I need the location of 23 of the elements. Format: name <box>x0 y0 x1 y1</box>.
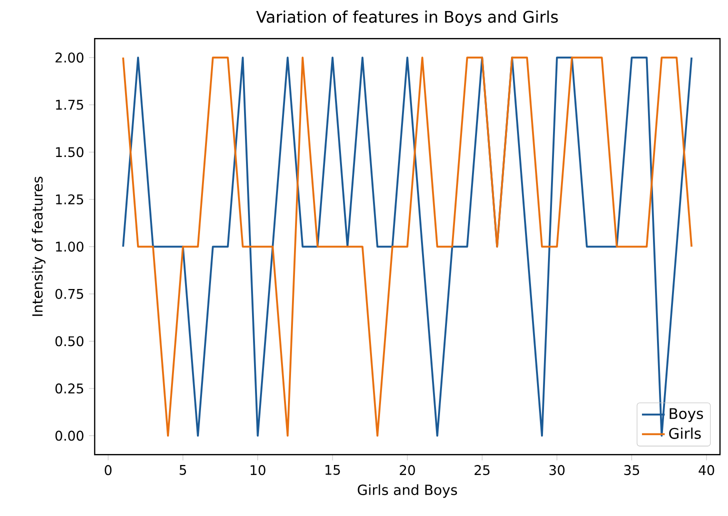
x-tick-label: 10 <box>250 465 266 476</box>
y-tick-label: 0.50 <box>55 336 84 346</box>
chart-title: Variation of features in Boys and Girls <box>256 10 558 26</box>
y-tick-label: 1.00 <box>56 242 84 252</box>
x-tick-label: 20 <box>400 465 415 476</box>
legend-label: Boys <box>670 408 703 422</box>
x-tick-label: 5 <box>180 465 186 475</box>
y-tick-label: 2.00 <box>56 52 84 63</box>
y-tick-label: 1.25 <box>56 194 84 204</box>
y-tick-label: 0.75 <box>55 288 84 299</box>
x-axis-title: Girls and Boys <box>358 484 457 498</box>
x-tick-label: 40 <box>698 465 714 476</box>
y-tick-label: 1.75 <box>56 100 84 110</box>
y-tick-label: 0.00 <box>55 430 84 441</box>
legend-label: Girls <box>669 428 701 439</box>
y-axis-title: Intensity of features <box>32 176 46 316</box>
x-tick-label: 15 <box>326 465 340 475</box>
y-tick-label: 0.25 <box>55 383 84 394</box>
y-tick-label: 1.50 <box>56 147 84 158</box>
x-tick-label: 25 <box>474 465 490 476</box>
x-tick-label: 35 <box>624 465 640 476</box>
x-tick-label: 0 <box>104 465 112 476</box>
x-tick-label: 30 <box>549 465 565 476</box>
